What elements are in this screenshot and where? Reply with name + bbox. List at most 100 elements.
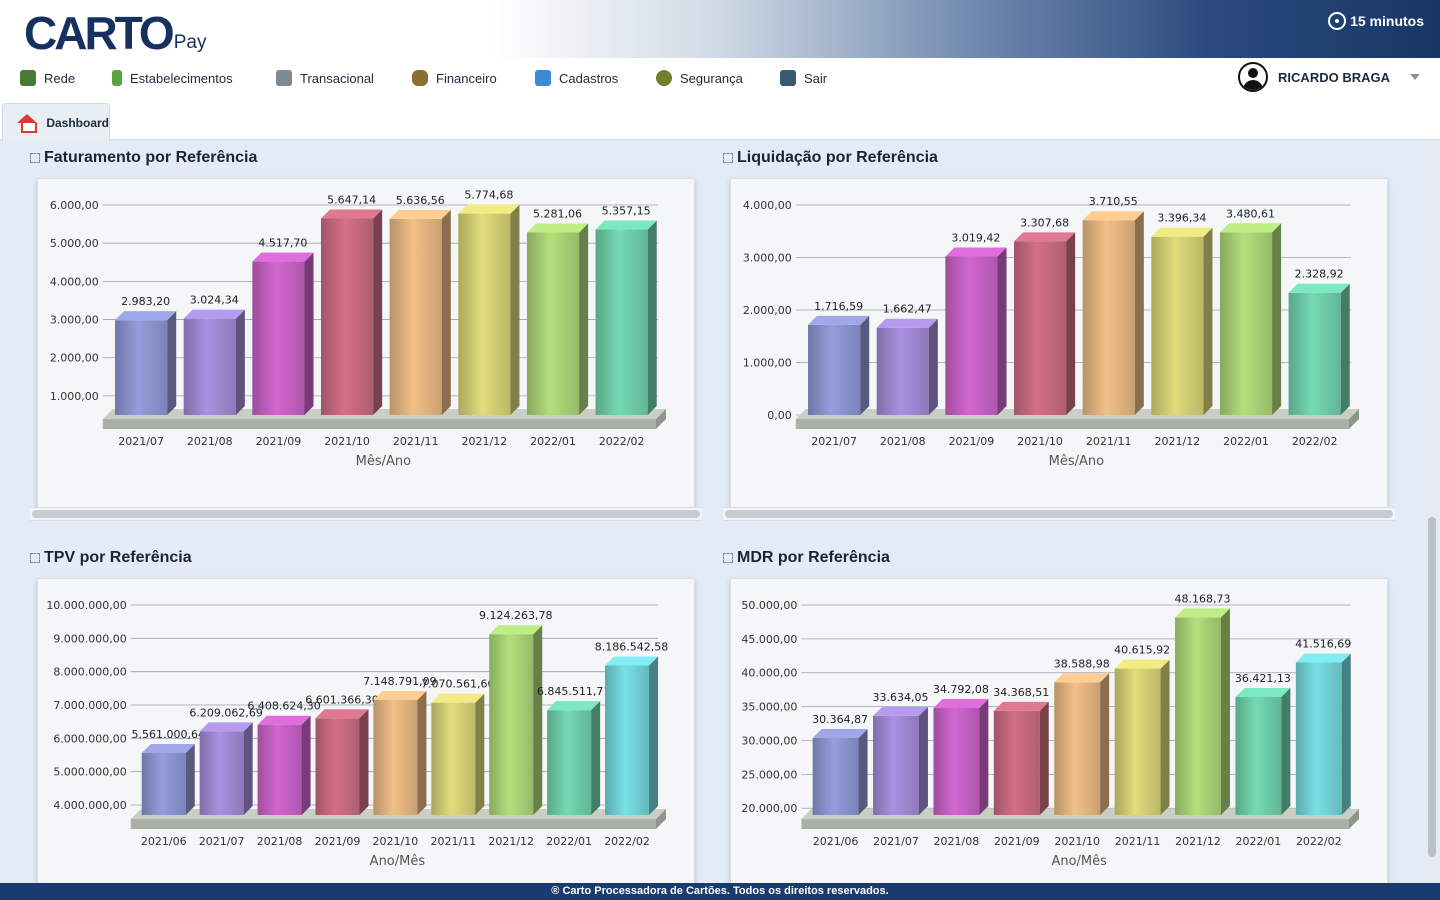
bar-side — [1160, 659, 1170, 815]
store-icon — [112, 70, 122, 86]
chart-floor-edge — [130, 819, 657, 829]
bar-top — [812, 729, 868, 739]
data-label: 5.561.000,64 — [132, 728, 205, 741]
data-label: 2.983,20 — [121, 295, 170, 308]
page-scrollbar[interactable] — [1424, 141, 1440, 883]
exit-icon — [780, 70, 796, 86]
panel-title-text: MDR por Referência — [737, 549, 890, 566]
panel-title-text: TPV por Referência — [44, 549, 192, 566]
data-label: 3.710,55 — [1089, 195, 1138, 208]
bar — [1054, 682, 1101, 815]
bar-side — [1220, 608, 1230, 815]
y-tick-label: 5.000,00 — [50, 237, 99, 250]
y-tick-label: 0,00 — [767, 409, 792, 422]
data-label: 3.396,34 — [1157, 212, 1206, 225]
horizontal-scrollbar[interactable] — [725, 510, 1393, 518]
bar-side — [359, 709, 369, 815]
bar — [812, 738, 859, 815]
data-label: 1.662,47 — [883, 303, 932, 316]
menu-item-cadastros[interactable]: Cadastros — [535, 70, 618, 86]
data-label: 3.024,34 — [190, 294, 239, 307]
footer: ® Carto Processadora de Cartões. Todos o… — [0, 883, 1440, 900]
x-tick-label: 2021/07 — [118, 435, 164, 448]
carto-pay-logo[interactable]: CARTO Pay — [24, 8, 206, 56]
x-tick-label: 2021/09 — [315, 835, 361, 848]
chevron-down-icon[interactable] — [1410, 74, 1420, 80]
horizontal-scrollbar[interactable] — [32, 510, 700, 518]
chart-floor — [102, 409, 667, 419]
bar-side — [858, 729, 868, 815]
chart-faturamento: 1.000,00 2.000,00 3.000,00 4.000,00 5.000,00… — [38, 179, 694, 509]
data-label: 7.148.791,09 — [363, 675, 436, 688]
bar-top — [458, 204, 520, 214]
chart-floor-side — [1349, 809, 1359, 829]
bar-side — [918, 706, 928, 815]
session-timer: 15 minutos — [1328, 12, 1424, 30]
expand-icon[interactable] — [723, 553, 733, 563]
page-scrollbar-thumb[interactable] — [1428, 517, 1436, 857]
panel-faturamento: Faturamento por Referência 1.000,00 2.000… — [30, 149, 710, 529]
bar-side — [441, 209, 451, 415]
bar-side — [533, 625, 543, 815]
bar-side — [579, 223, 589, 415]
x-tick-label: 2021/07 — [199, 835, 245, 848]
panel-title: Liquidação por Referência — [723, 149, 938, 167]
bar — [526, 232, 580, 415]
bar-side — [510, 204, 520, 415]
x-axis-title: Mês/Ano — [1049, 454, 1104, 469]
menu-item-seguranca[interactable]: Segurança — [656, 70, 743, 86]
menu-item-financeiro[interactable]: Financeiro — [412, 70, 497, 86]
data-label: 34.368,51 — [993, 686, 1049, 699]
expand-icon[interactable] — [30, 153, 40, 163]
x-tick-label: 2021/09 — [994, 835, 1040, 848]
bar-top — [183, 309, 245, 319]
logo-text: CARTO — [24, 7, 175, 59]
dashboard-content: Faturamento por Referência 1.000,00 2.000… — [0, 141, 1424, 883]
bar — [315, 718, 360, 815]
bar-top — [1219, 223, 1282, 233]
bar-top — [993, 701, 1049, 711]
bar-side — [167, 311, 177, 415]
x-tick-label: 2021/08 — [880, 435, 926, 448]
bar — [605, 665, 650, 815]
chart-floor-edge — [801, 819, 1349, 829]
bar — [252, 261, 305, 415]
transaction-icon — [276, 70, 292, 86]
bar-side — [1203, 227, 1213, 415]
x-tick-label: 2021/09 — [256, 435, 302, 448]
menu-item-label: Financeiro — [436, 70, 497, 86]
home-icon — [17, 113, 38, 133]
expand-icon[interactable] — [30, 553, 40, 563]
data-label: 5.774,68 — [464, 189, 513, 202]
bar-chart-tpv: 4.000.000,00 5.000.000,00 6.000.000,00 7.00… — [46, 599, 668, 869]
bar-side — [928, 318, 938, 415]
data-label: 41.516,69 — [1295, 637, 1351, 650]
menu-item-sair[interactable]: Sair — [780, 70, 827, 86]
bar — [183, 318, 236, 415]
data-label: 5.636,56 — [396, 194, 445, 207]
menu-item-label: Segurança — [680, 70, 743, 86]
bar-side — [647, 220, 657, 415]
bar — [320, 218, 374, 415]
bar-side — [591, 701, 601, 815]
panel-liquidacao: Liquidação por Referência 0,00 1.000,00 2.… — [723, 149, 1403, 529]
data-label: 8.186.542,58 — [595, 640, 668, 653]
user-menu[interactable]: RICARDO BRAGA — [1238, 62, 1420, 92]
x-axis-title: Ano/Mês — [370, 854, 426, 869]
expand-icon[interactable] — [723, 153, 733, 163]
x-tick-label: 2021/11 — [1086, 435, 1132, 448]
menu-item-estabelecimentos[interactable]: Estabelecimentos — [112, 70, 233, 86]
bar — [1295, 662, 1342, 815]
tab-dashboard[interactable]: Dashboard — [2, 103, 110, 141]
x-tick-label: 2021/06 — [813, 835, 859, 848]
menu-item-transacional[interactable]: Transacional — [276, 70, 374, 86]
x-tick-label: 2021/06 — [141, 835, 187, 848]
bar-chart-faturamento: 1.000,00 2.000,00 3.000,00 4.000,00 5.000,00… — [50, 189, 667, 469]
y-tick-label: 6.000.000,00 — [53, 732, 126, 745]
menu-item-rede[interactable]: Rede — [20, 70, 75, 86]
data-label: 9.124.263,78 — [479, 609, 552, 622]
bar-top — [1082, 211, 1144, 221]
y-tick-label: 6.000,00 — [50, 199, 99, 212]
bar-side — [417, 691, 427, 815]
bar — [1219, 232, 1273, 415]
